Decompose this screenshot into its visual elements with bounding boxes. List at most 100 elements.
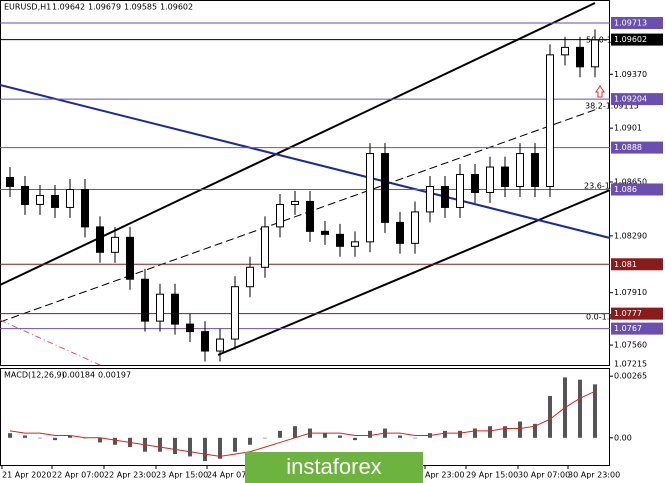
y-tick-label: 1.07910 <box>614 288 647 297</box>
pink-line <box>0 319 101 366</box>
candle-body <box>261 226 269 268</box>
watermark: instaforex <box>286 454 381 479</box>
macd-value: 0.00197 <box>98 371 131 380</box>
level-box <box>611 183 663 196</box>
x-tick-label: 30 Apr 07:00 <box>518 471 570 480</box>
candle-body <box>126 236 134 280</box>
watermark-box <box>245 452 423 483</box>
macd-bar <box>473 428 477 438</box>
level-box <box>611 322 663 335</box>
macd-bar <box>518 421 522 438</box>
trend-line <box>0 84 611 239</box>
candle-body <box>291 200 299 205</box>
macd-bar <box>413 437 417 439</box>
macd-bar <box>398 435 402 438</box>
candle-body <box>141 278 149 322</box>
fib-label: 0.0-1.07680 <box>586 313 635 322</box>
macd-bar <box>293 426 297 438</box>
macd-bar <box>38 437 42 439</box>
fib-label: 23.6-1.08566 <box>584 182 638 191</box>
candle-body <box>171 293 179 325</box>
level-label: 1.09602 <box>614 35 647 44</box>
x-tick-label: 21 Apr 2020 <box>2 471 51 480</box>
level-label: 1.081 <box>614 260 637 269</box>
candle-body <box>216 338 224 352</box>
level-box <box>611 93 663 106</box>
macd-bar <box>368 430 372 438</box>
macd-bar <box>8 433 12 438</box>
candle-body <box>591 39 599 68</box>
candle-body <box>111 236 119 253</box>
macd-bar <box>278 430 282 438</box>
candle-body <box>276 203 284 228</box>
macd-value: 0.00184 <box>62 371 95 380</box>
header-value: 1.09585 <box>124 3 157 12</box>
macd-bar <box>188 437 192 457</box>
header-value: 1.09679 <box>88 3 121 12</box>
candle-body <box>576 46 584 68</box>
channel-mid <box>0 107 601 323</box>
y-tick-label: 0.00265 <box>614 372 647 381</box>
y-tick-label: 1.09370 <box>614 70 647 79</box>
candle-body <box>156 293 164 322</box>
macd-bar <box>173 437 177 455</box>
x-tick-label: 23 Apr 15:00 <box>156 471 208 480</box>
candle-body <box>246 266 254 288</box>
candle-body <box>201 331 209 352</box>
candle-body <box>471 174 479 193</box>
x-tick-label: 29 Apr 15:00 <box>466 471 518 480</box>
macd-bar <box>458 430 462 438</box>
y-tick-label: 1.07560 <box>614 341 647 350</box>
candle-body <box>426 185 434 213</box>
level-label: 1.086 <box>614 185 637 194</box>
level-box <box>611 16 663 29</box>
header-value: 1.09602 <box>160 3 193 12</box>
macd-bar <box>248 437 252 445</box>
fib-label: 38.2-1.09115 <box>585 102 639 111</box>
candle-body <box>366 153 374 243</box>
candle-body <box>561 46 569 56</box>
macd-bar <box>23 435 27 438</box>
macd-bar <box>503 426 507 438</box>
x-tick-label: 24 Apr 07:00 <box>207 471 259 480</box>
macd-bar <box>488 426 492 438</box>
level-box <box>611 258 663 271</box>
macd-bar <box>323 433 327 438</box>
channel-upper <box>0 2 596 286</box>
candle-body <box>351 241 359 247</box>
macd-bar <box>68 435 72 438</box>
y-tick-label: 0.00 <box>614 433 632 442</box>
macd-bar <box>443 430 447 438</box>
macd-bar <box>263 437 267 439</box>
macd-bar <box>593 384 597 438</box>
level-label: 1.0888 <box>614 143 642 152</box>
macd-bar <box>113 437 117 445</box>
macd-bar <box>548 395 552 438</box>
candle-body <box>66 188 74 208</box>
level-label: 1.0767 <box>614 324 642 333</box>
level-box <box>611 307 663 320</box>
macd-bar <box>338 435 342 438</box>
macd-frame <box>0 368 610 466</box>
macd-bar <box>353 437 357 441</box>
candle-body <box>36 194 44 205</box>
candle-body <box>96 226 104 253</box>
candle-body <box>516 153 524 187</box>
signal-line <box>9 390 596 457</box>
candle-body <box>381 153 389 223</box>
level-label: 1.09713 <box>614 18 647 27</box>
macd-bar <box>53 437 57 441</box>
x-tick-label: Apr 23:00 <box>425 471 464 480</box>
level-label: 1.09204 <box>614 95 647 104</box>
candle-body <box>486 166 494 193</box>
macd-bar <box>233 437 237 452</box>
candle-body <box>456 174 464 208</box>
y-tick-label: 1.07215 <box>614 360 647 369</box>
macd-bar <box>203 437 207 462</box>
candle-body <box>321 230 329 235</box>
channel-lower <box>217 189 611 356</box>
candle-body <box>186 323 194 333</box>
macd-bar <box>158 437 162 452</box>
y-tick-label: 1.08650 <box>614 178 647 187</box>
